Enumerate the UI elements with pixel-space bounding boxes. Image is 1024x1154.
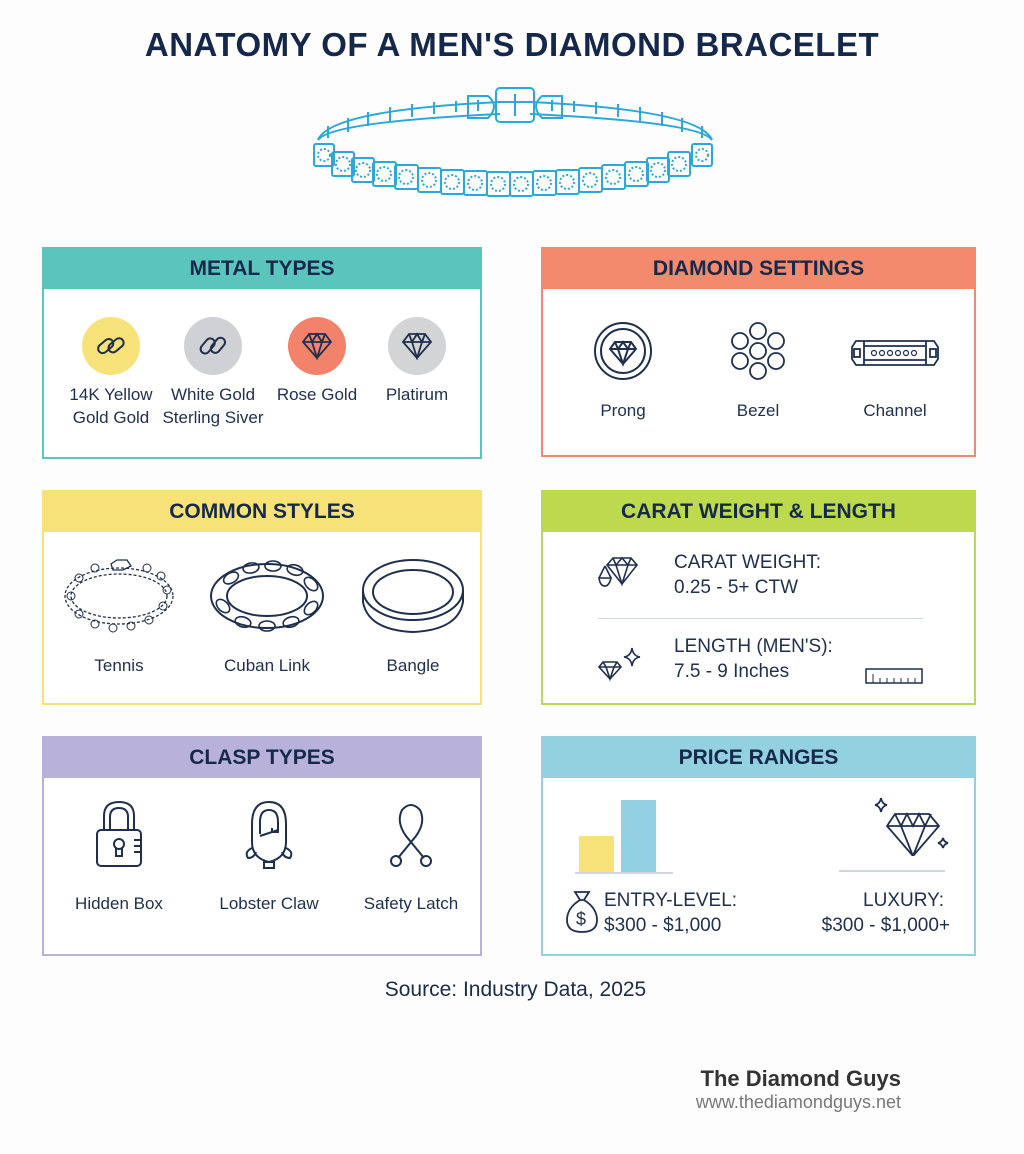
- money-bag-icon: $: [565, 890, 599, 939]
- diamond-icon: [288, 317, 346, 375]
- padlock-icon: [54, 800, 184, 872]
- ruler-icon: [865, 668, 923, 689]
- clasp-types-card: CLASP TYPES Hidden Box: [42, 736, 482, 956]
- bezel-setting-icon: [698, 321, 818, 383]
- clasp-hidden-box: Hidden Box: [54, 800, 184, 915]
- length-info: LENGTH (MEN'S): 7.5 - 9 Inches: [674, 636, 833, 682]
- lobster-claw-icon: [204, 800, 334, 872]
- entry-bar: [579, 836, 614, 872]
- metal-yellow-gold: 14K Yellow Gold Gold: [56, 317, 166, 429]
- safety-latch-icon: [346, 800, 476, 872]
- metal-white-gold: White Gold Sterling Siver: [158, 317, 268, 429]
- style-tennis: Tennis: [54, 556, 184, 677]
- bracelet-illustration-icon: [300, 82, 730, 207]
- bangle-icon: [348, 556, 478, 634]
- diamond-settings-card: DIAMOND SETTINGS Prong Bezel: [541, 247, 976, 457]
- setting-prong: Prong: [563, 321, 683, 422]
- setting-channel: Channel: [835, 321, 955, 422]
- luxury-info: LUXURY: $300 - $1,000+: [821, 890, 950, 936]
- style-bangle: Bangle: [348, 556, 478, 677]
- setting-bezel: Bezel: [698, 321, 818, 422]
- diamond-sparkle-icon: [597, 642, 644, 687]
- common-styles-card: COMMON STYLES Tennis: [42, 490, 482, 705]
- divider: [598, 618, 923, 619]
- metal-platinum: Platirum: [362, 317, 472, 406]
- metal-types-heading: METAL TYPES: [44, 249, 480, 289]
- channel-setting-icon: [835, 321, 955, 383]
- diamond-settings-heading: DIAMOND SETTINGS: [543, 249, 974, 289]
- metal-types-card: METAL TYPES 14K Yellow Gold Gold White G…: [42, 247, 482, 459]
- prong-setting-icon: [563, 321, 683, 383]
- price-ranges-card: PRICE RANGES $ ENTRY-LEVEL: $300 -: [541, 736, 976, 956]
- diamond-scale-icon: [595, 554, 641, 593]
- clasp-safety-latch: Safety Latch: [346, 800, 476, 915]
- chain-link-icon: [82, 317, 140, 375]
- brand-name: The Diamond Guys: [700, 1066, 901, 1091]
- common-styles-heading: COMMON STYLES: [44, 492, 480, 532]
- carat-weight-info: CARAT WEIGHT: 0.25 - 5+ CTW: [674, 552, 822, 598]
- diamond-icon: [388, 317, 446, 375]
- page-title: ANATOMY OF A MEN'S DIAMOND BRACELET: [144, 26, 880, 63]
- source-note: Source: Industry Data, 2025: [384, 978, 647, 1001]
- tennis-bracelet-icon: [54, 556, 184, 634]
- cuban-link-icon: [202, 556, 332, 634]
- price-ranges-heading: PRICE RANGES: [543, 738, 974, 778]
- carat-length-card: CARAT WEIGHT & LENGTH CARAT WEIGHT: 0.25…: [541, 490, 976, 705]
- style-cuban-link: Cuban Link: [202, 556, 332, 677]
- brand-url[interactable]: www.thediamondguys.net: [695, 1092, 901, 1112]
- metal-rose-gold: Rose Gold: [262, 317, 372, 406]
- luxury-bar: [621, 800, 656, 872]
- clasp-types-heading: CLASP TYPES: [44, 738, 480, 778]
- entry-level-info: ENTRY-LEVEL: $300 - $1,000: [604, 890, 738, 936]
- clasp-lobster-claw: Lobster Claw: [204, 800, 334, 915]
- chain-link-icon: [184, 317, 242, 375]
- brand-block: The Diamond Guys www.thediamondguys.net: [696, 1066, 901, 1112]
- carat-length-heading: CARAT WEIGHT & LENGTH: [543, 492, 974, 532]
- diamond-sparkle-icon: [873, 796, 953, 861]
- svg-text:$: $: [576, 909, 586, 929]
